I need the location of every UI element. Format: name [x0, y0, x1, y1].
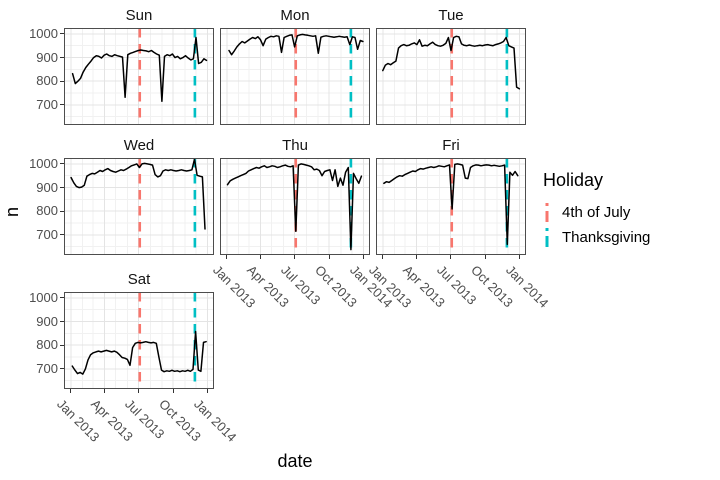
y-tick-label: 1000	[29, 289, 58, 305]
facet-panel-sat	[64, 292, 214, 389]
y-tick-label: 700	[36, 96, 58, 112]
x-tick-mark	[138, 389, 140, 393]
legend-title: Holiday	[543, 170, 604, 190]
y-tick-mark	[60, 33, 64, 35]
y-tick-label: 800	[36, 337, 58, 353]
legend-item-4th-of-july: 4th of July	[543, 200, 650, 225]
legend: Holiday 4th of July Thanksgiving	[543, 170, 650, 250]
facet-panel-tue	[376, 28, 526, 125]
x-axis-title: date	[277, 451, 313, 471]
x-tick-mark	[260, 255, 261, 259]
data-line-wed	[70, 158, 206, 230]
legend-item-thanksgiving: Thanksgiving	[543, 225, 650, 250]
facet-panel-sun	[64, 28, 214, 125]
x-tick-mark	[416, 255, 417, 259]
y-tick-mark	[60, 163, 64, 165]
dashed-vline-key-icon	[545, 202, 549, 223]
y-tick-mark	[60, 368, 64, 370]
y-tick-mark	[60, 321, 64, 323]
x-tick-mark	[363, 255, 365, 259]
facet-title-fri: Fri	[442, 137, 460, 154]
facet-panel-mon	[220, 28, 370, 125]
x-tick-mark	[207, 389, 209, 393]
dashed-vline-key-icon	[545, 227, 549, 248]
x-tick-mark	[172, 389, 174, 393]
data-line-thu	[226, 163, 363, 251]
y-tick-label: 700	[36, 226, 58, 242]
facet-title-wed: Wed	[123, 137, 155, 154]
data-line-sun	[71, 36, 208, 103]
x-tick-mark	[104, 389, 105, 393]
facet-title-sun: Sun	[125, 7, 153, 24]
y-tick-mark	[60, 57, 64, 59]
y-axis-title: n	[2, 207, 22, 218]
x-tick-mark	[382, 255, 384, 259]
y-tick-mark	[60, 344, 64, 346]
facet-title-thu: Thu	[282, 137, 308, 154]
data-line-fri	[383, 163, 519, 246]
x-tick-mark	[450, 255, 452, 259]
facet-title-sat: Sat	[127, 271, 151, 288]
y-tick-label: 1000	[29, 25, 58, 41]
x-tick-mark	[519, 255, 521, 259]
y-tick-mark	[60, 187, 64, 189]
legend-item-label: 4th of July	[562, 204, 631, 221]
x-tick-mark	[328, 255, 330, 259]
facet-title-tue: Tue	[438, 7, 464, 24]
y-tick-label: 800	[36, 203, 58, 219]
y-tick-label: 1000	[29, 155, 58, 171]
x-tick-mark	[484, 255, 486, 259]
y-tick-label: 800	[36, 73, 58, 89]
facet-title-mon: Mon	[280, 7, 310, 24]
y-tick-mark	[60, 234, 64, 236]
y-tick-mark	[60, 80, 64, 82]
y-tick-label: 900	[36, 179, 58, 195]
y-tick-label: 900	[36, 49, 58, 65]
data-line-sat	[71, 330, 207, 375]
facet-panel-fri	[376, 158, 526, 255]
y-tick-mark	[60, 297, 64, 299]
facet-panel-thu	[220, 158, 370, 255]
x-tick-mark	[294, 255, 296, 259]
x-tick-mark	[70, 389, 72, 393]
y-tick-mark	[60, 210, 64, 212]
data-line-mon	[228, 33, 364, 56]
y-tick-mark	[60, 104, 64, 106]
legend-item-label: Thanksgiving	[562, 229, 651, 246]
x-tick-mark	[226, 255, 228, 259]
facet-panel-wed	[64, 158, 214, 255]
y-tick-label: 700	[36, 360, 58, 376]
data-line-tue	[382, 35, 521, 90]
y-tick-label: 900	[36, 313, 58, 329]
